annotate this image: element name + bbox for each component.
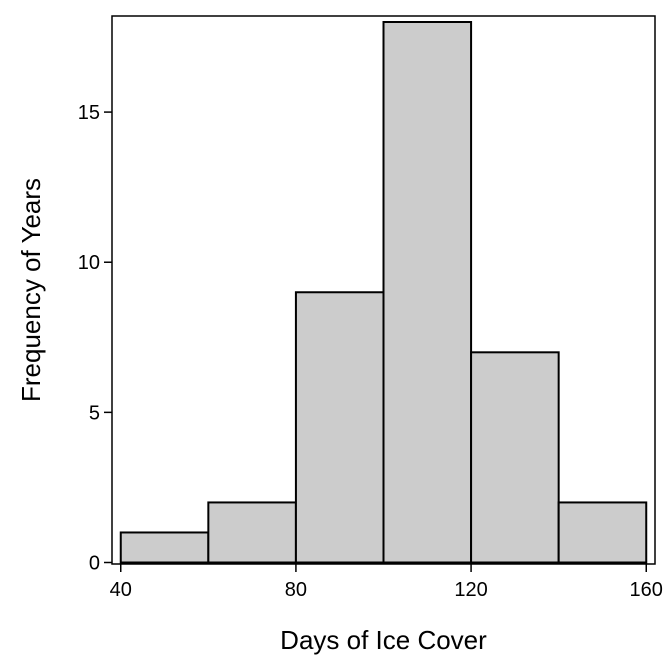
- y-tick-label: 5: [89, 402, 100, 424]
- x-tick-label: 80: [285, 579, 307, 601]
- y-tick-label: 0: [89, 552, 100, 574]
- x-tick-label: 160: [630, 579, 663, 601]
- x-axis: 40 80 120 160: [110, 564, 663, 601]
- histogram-bar-40-60: [119, 531, 210, 564]
- y-tick-label: 15: [78, 102, 100, 124]
- x-tick-label: 40: [110, 579, 132, 601]
- y-axis-title: Frequency of Years: [16, 178, 46, 402]
- histogram-bar-140-160: [557, 501, 648, 564]
- histogram-bar-60-80: [207, 501, 297, 564]
- x-tick-label: 120: [454, 579, 487, 601]
- y-axis: 0 5 10 15: [78, 102, 112, 574]
- x-axis-title: Days of Ice Cover: [280, 625, 487, 655]
- histogram-bar-100-120: [382, 21, 473, 564]
- plot-frame: [111, 15, 656, 565]
- histogram-bar-80-100: [294, 291, 385, 564]
- histogram-bar-120-140: [470, 351, 560, 564]
- y-tick-label: 10: [78, 252, 100, 274]
- bars-group: [119, 21, 648, 564]
